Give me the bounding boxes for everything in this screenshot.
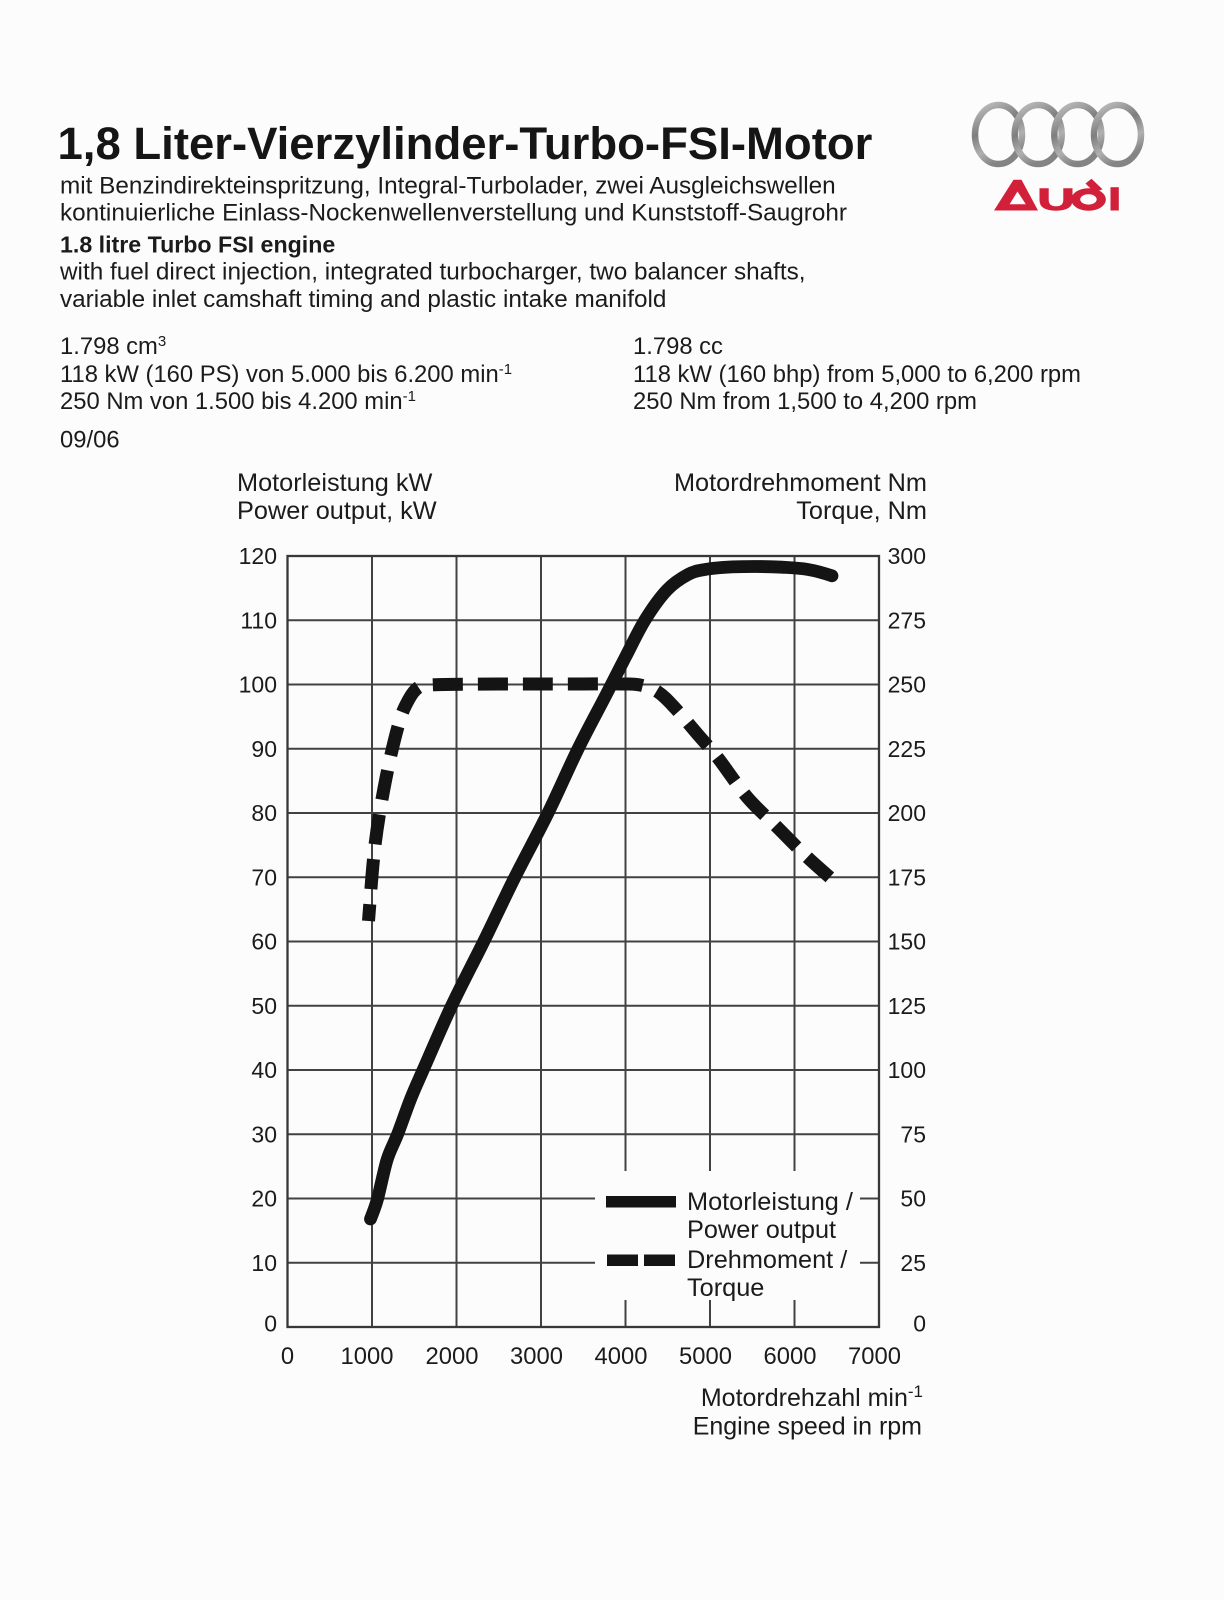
svg-text:1.798 cc: 1.798 cc — [633, 333, 723, 360]
svg-text:118 kW (160 bhp) from 5,000 to: 118 kW (160 bhp) from 5,000 to 6,200 rpm — [633, 361, 1081, 388]
svg-text:40: 40 — [251, 1057, 277, 1083]
svg-text:Torque, Nm: Torque, Nm — [796, 497, 927, 525]
svg-text:with fuel direct injection, in: with fuel direct injection, integrated t… — [59, 259, 806, 286]
svg-text:variable inlet camshaft timing: variable inlet camshaft timing and plast… — [60, 286, 666, 313]
svg-text:Drehmoment /: Drehmoment / — [687, 1246, 848, 1274]
svg-text:Power output, kW: Power output, kW — [237, 497, 437, 525]
svg-text:200: 200 — [888, 800, 926, 826]
svg-text:250 Nm von 1.500 bis 4.200 min: 250 Nm von 1.500 bis 4.200 min-1 — [60, 388, 416, 415]
svg-text:120: 120 — [239, 543, 277, 569]
svg-text:Motordrehmoment Nm: Motordrehmoment Nm — [674, 469, 927, 497]
svg-text:1.8 litre Turbo FSI engine: 1.8 litre Turbo FSI engine — [60, 232, 335, 258]
svg-text:110: 110 — [240, 607, 277, 633]
svg-text:Engine speed in rpm: Engine speed in rpm — [693, 1413, 922, 1441]
svg-text:50: 50 — [251, 993, 277, 1019]
svg-text:3000: 3000 — [510, 1343, 563, 1370]
svg-text:5000: 5000 — [679, 1343, 732, 1370]
svg-text:Motorleistung /: Motorleistung / — [687, 1188, 854, 1216]
svg-text:225: 225 — [888, 736, 926, 762]
svg-text:0: 0 — [913, 1311, 926, 1337]
svg-text:60: 60 — [251, 929, 277, 955]
svg-text:10: 10 — [251, 1250, 277, 1276]
svg-text:20: 20 — [251, 1186, 277, 1212]
svg-text:Motorleistung kW: Motorleistung kW — [237, 469, 433, 497]
svg-text:30: 30 — [251, 1121, 277, 1147]
svg-text:kontinuierliche Einlass-Nocken: kontinuierliche Einlass-Nockenwellenvers… — [60, 200, 847, 227]
svg-text:275: 275 — [888, 607, 926, 633]
svg-text:118 kW (160 PS) von 5.000 bis: 118 kW (160 PS) von 5.000 bis 6.200 min-… — [60, 361, 512, 388]
svg-text:250 Nm from 1,500 to 4,200 rpm: 250 Nm from 1,500 to 4,200 rpm — [633, 388, 977, 415]
svg-text:100: 100 — [239, 672, 277, 698]
svg-text:175: 175 — [888, 864, 926, 890]
svg-text:25: 25 — [900, 1250, 926, 1276]
svg-text:80: 80 — [251, 800, 277, 826]
svg-text:75: 75 — [900, 1121, 926, 1147]
svg-text:0: 0 — [264, 1311, 277, 1337]
svg-text:250: 250 — [888, 672, 926, 698]
svg-text:Torque: Torque — [687, 1274, 764, 1302]
svg-text:1.798 cm3: 1.798 cm3 — [60, 333, 166, 360]
svg-text:2000: 2000 — [426, 1343, 479, 1370]
svg-text:70: 70 — [251, 864, 277, 890]
svg-text:125: 125 — [888, 993, 926, 1019]
svg-text:50: 50 — [900, 1186, 926, 1212]
svg-text:1,8 Liter-Vierzylinder-Turbo-F: 1,8 Liter-Vierzylinder-Turbo-FSI-Motor — [58, 118, 873, 169]
svg-text:6000: 6000 — [764, 1343, 817, 1370]
svg-text:0: 0 — [281, 1343, 294, 1370]
svg-text:90: 90 — [251, 736, 277, 762]
svg-text:150: 150 — [888, 929, 926, 955]
svg-text:Motordrehzahl min-1: Motordrehzahl min-1 — [701, 1382, 923, 1412]
svg-text:mit Benzindirekteinspritzung,: mit Benzindirekteinspritzung, Integral-T… — [60, 173, 836, 200]
svg-text:4000: 4000 — [595, 1343, 648, 1370]
svg-text:300: 300 — [888, 543, 926, 569]
svg-text:100: 100 — [888, 1057, 926, 1083]
svg-text:1000: 1000 — [341, 1343, 394, 1370]
svg-text:Power output: Power output — [687, 1216, 836, 1244]
svg-text:09/06: 09/06 — [60, 427, 120, 454]
svg-text:7000: 7000 — [848, 1343, 901, 1370]
